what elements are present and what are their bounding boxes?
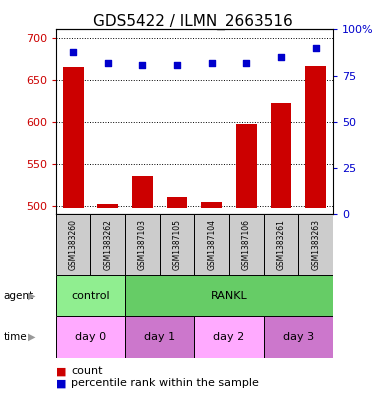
Bar: [167, 197, 187, 208]
Text: RANKL: RANKL: [211, 291, 248, 301]
Bar: [194, 214, 229, 275]
Text: GSM1383260: GSM1383260: [69, 219, 78, 270]
Bar: [90, 214, 125, 275]
Text: control: control: [71, 291, 110, 301]
Bar: [63, 67, 84, 208]
Bar: [125, 316, 194, 358]
Bar: [264, 316, 333, 358]
Bar: [160, 214, 194, 275]
Point: [243, 60, 249, 66]
Text: percentile rank within the sample: percentile rank within the sample: [71, 378, 259, 388]
Bar: [194, 316, 264, 358]
Text: GSM1383263: GSM1383263: [311, 219, 320, 270]
Text: day 0: day 0: [75, 332, 106, 342]
Text: time: time: [4, 332, 27, 342]
Point: [139, 61, 146, 68]
Point: [174, 61, 180, 68]
Bar: [229, 214, 264, 275]
Bar: [201, 202, 222, 208]
Text: GSM1387106: GSM1387106: [242, 219, 251, 270]
Bar: [56, 316, 125, 358]
Point: [105, 60, 111, 66]
Point: [278, 54, 284, 60]
Text: ▶: ▶: [28, 332, 35, 342]
Bar: [298, 214, 333, 275]
Bar: [236, 123, 257, 208]
Text: count: count: [71, 366, 103, 376]
Text: ▶: ▶: [28, 291, 35, 301]
Bar: [132, 176, 153, 208]
Text: GSM1387103: GSM1387103: [138, 219, 147, 270]
Bar: [125, 214, 160, 275]
Text: GSM1383261: GSM1383261: [276, 219, 286, 270]
Text: GSM1383262: GSM1383262: [103, 219, 112, 270]
Bar: [264, 214, 298, 275]
Bar: [125, 275, 333, 316]
Bar: [56, 275, 125, 316]
Text: day 3: day 3: [283, 332, 314, 342]
Text: agent: agent: [4, 291, 34, 301]
Point: [209, 60, 215, 66]
Text: ■: ■: [56, 366, 66, 376]
Bar: [97, 204, 118, 208]
Bar: [305, 66, 326, 208]
Bar: [56, 214, 90, 275]
Text: day 1: day 1: [144, 332, 175, 342]
Point: [70, 48, 76, 55]
Text: GSM1387105: GSM1387105: [172, 219, 182, 270]
Point: [313, 45, 319, 51]
Text: ■: ■: [56, 378, 66, 388]
Bar: [271, 103, 291, 208]
Text: GDS5422 / ILMN_2663516: GDS5422 / ILMN_2663516: [93, 14, 292, 30]
Text: day 2: day 2: [213, 332, 245, 342]
Text: GSM1387104: GSM1387104: [207, 219, 216, 270]
